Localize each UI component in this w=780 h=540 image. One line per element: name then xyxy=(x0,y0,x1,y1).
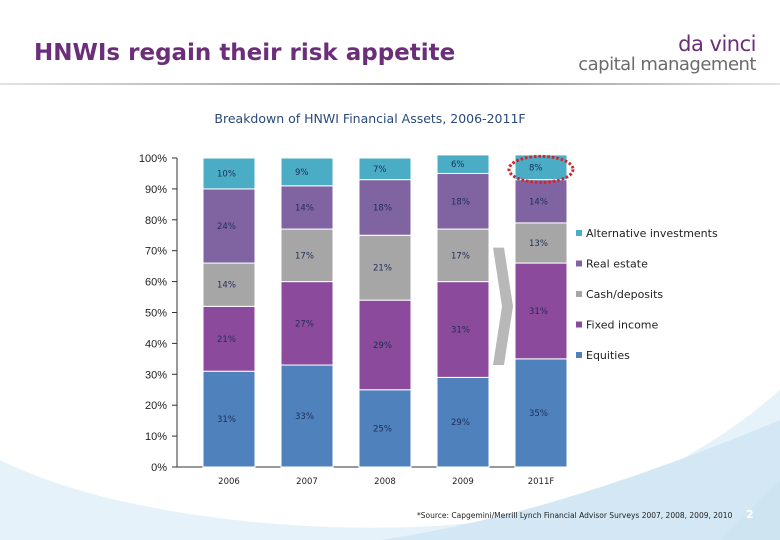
segment-label: 6% xyxy=(451,160,465,170)
segment-label: 21% xyxy=(373,264,392,274)
highlight-circle xyxy=(507,154,575,184)
bar-segment xyxy=(514,179,568,224)
y-tick-label: 40% xyxy=(145,338,167,350)
bar-segment xyxy=(202,305,256,372)
segment-label: 33% xyxy=(295,412,314,422)
chart-annotations xyxy=(493,154,575,366)
segment-label: 13% xyxy=(529,239,548,249)
bar-segment xyxy=(202,188,256,264)
y-tick-label: 30% xyxy=(145,369,167,381)
y-tick-label: 70% xyxy=(145,246,167,258)
chart-legend: Alternative investments Real estate Cash/d… xyxy=(576,227,718,362)
bar-segment xyxy=(202,157,256,190)
bar-segment xyxy=(358,179,412,236)
y-tick-label: 60% xyxy=(145,277,167,289)
bar-segment xyxy=(436,228,490,283)
y-tick-label: 20% xyxy=(145,400,167,412)
segment-label: 8% xyxy=(529,163,543,173)
segment-label: 31% xyxy=(217,415,236,425)
bar-segment xyxy=(280,157,334,187)
legend-swatch xyxy=(576,260,582,267)
segment-label: 21% xyxy=(217,335,236,345)
segment-label: 7% xyxy=(373,165,387,175)
x-tick-label: 2008 xyxy=(374,477,396,487)
bar-segment xyxy=(280,281,334,366)
header-divider xyxy=(0,83,780,85)
bar-segment xyxy=(280,228,334,283)
segment-label: 17% xyxy=(295,251,314,261)
company-logo: da vinci capital management xyxy=(578,34,756,75)
segment-label: 14% xyxy=(529,197,548,207)
x-tick-label: 2011F xyxy=(528,477,555,487)
legend-label: Real estate xyxy=(586,258,648,271)
segment-label: 31% xyxy=(529,307,548,317)
legend-swatch xyxy=(576,230,582,236)
legend-swatch xyxy=(576,352,582,358)
segment-label: 9% xyxy=(295,168,309,178)
y-tick-label: 50% xyxy=(145,308,167,320)
y-tick-label: 90% xyxy=(145,184,167,196)
bar-segment xyxy=(436,172,490,230)
segment-label: 14% xyxy=(295,203,314,213)
segment-label: 24% xyxy=(217,222,236,232)
segment-label: 35% xyxy=(529,409,548,419)
segment-label: 10% xyxy=(217,169,236,179)
legend-label: Equities xyxy=(586,349,630,362)
chart-bars xyxy=(202,154,568,468)
segment-label: 29% xyxy=(373,341,392,351)
legend-swatch xyxy=(576,291,582,297)
page-title: HNWIs regain their risk appetite xyxy=(34,40,456,66)
chart-axes: 0% 10% 20% 30% 40% 50% 60% 70% 80% 90% 100% xyxy=(139,153,560,474)
bar-segment xyxy=(358,299,412,391)
bar-segment xyxy=(358,157,412,181)
segment-label: 14% xyxy=(217,281,236,291)
segment-label: 18% xyxy=(373,203,392,213)
page-number: 2 xyxy=(746,508,754,521)
x-tick-label: 2006 xyxy=(218,477,240,487)
y-tick-label: 0% xyxy=(151,462,167,474)
segment-label: 17% xyxy=(451,251,470,261)
bar-segment xyxy=(280,185,334,230)
bar-segment xyxy=(358,234,412,301)
legend-label: Alternative investments xyxy=(586,227,718,240)
x-tick-label: 2009 xyxy=(452,477,474,487)
logo-line-2: capital management xyxy=(578,54,756,75)
bar-segment xyxy=(436,281,490,378)
legend-label: Fixed income xyxy=(586,319,659,332)
segment-label: 29% xyxy=(451,418,470,428)
legend-swatch xyxy=(576,321,582,328)
bar-segment xyxy=(514,222,568,264)
segment-label: 18% xyxy=(451,197,470,207)
bar-segment xyxy=(436,154,490,174)
source-note: *Source: Capgemini/Merrill Lynch Financi… xyxy=(417,511,733,520)
y-tick-label: 80% xyxy=(145,215,167,227)
x-tick-label: 2007 xyxy=(296,477,318,487)
y-tick-label: 10% xyxy=(145,431,167,443)
y-tick-label: 100% xyxy=(139,153,167,165)
transition-arrow xyxy=(493,247,513,366)
logo-line-1: da vinci xyxy=(678,32,756,56)
segment-label: 31% xyxy=(451,325,470,335)
segment-label: 27% xyxy=(295,319,314,329)
legend-label: Cash/deposits xyxy=(586,288,663,301)
bar-segment xyxy=(202,262,256,307)
chart-title: Breakdown of HNWI Financial Assets, 2006… xyxy=(214,111,526,126)
segment-label: 25% xyxy=(373,424,392,434)
